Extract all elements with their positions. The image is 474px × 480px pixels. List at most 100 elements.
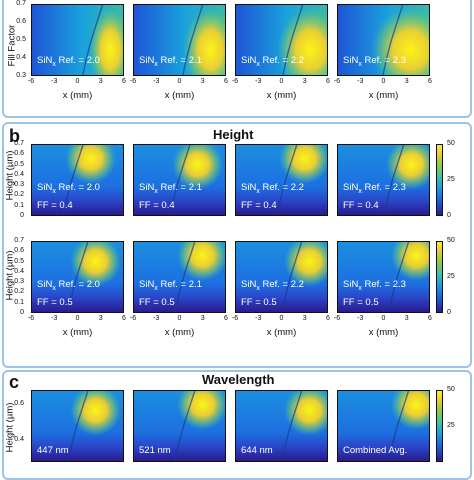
panel-b-x-tick: 0 [177, 315, 182, 322]
panel-b-ff-label: FF = 0.5 [139, 297, 175, 308]
panel-b-ref-label: SiNx Ref. = 2.1 [139, 279, 202, 292]
panel-a-x-tick: -3 [153, 78, 160, 85]
panel-b-ff-label: FF = 0.4 [37, 200, 73, 211]
panel-b-x-tick: 3 [98, 315, 103, 322]
panel-a-x-tick: 0 [381, 78, 386, 85]
panel-c-heatmap: 521 nm [133, 390, 226, 462]
panel-a-y-tick: 0.4 [16, 54, 26, 61]
panel-b-y-tick: 0.6 [14, 150, 24, 158]
panel-b-ref-label: SiNx Ref. = 2.1 [139, 182, 202, 195]
panel-b-y-tick: 0.5 [14, 160, 24, 168]
panel-a-x-tick: 0 [75, 78, 80, 85]
panel-b-ref-label: SiNx Ref. = 2.3 [343, 182, 406, 195]
panel-a-x-tick: 3 [200, 78, 205, 85]
panel-b-y-axis-label-row2: Height (µm) [4, 250, 16, 301]
panel-b-colorbar-tick: 25 [447, 273, 455, 280]
panel-a-x-tick: -6 [27, 78, 35, 85]
panel-a-heatmap: SiNx Ref. = 2.0 [31, 4, 124, 76]
panel-b-y-tick: 0.4 [14, 170, 24, 178]
panel-b-ref-label: SiNx Ref. = 2.3 [343, 279, 406, 292]
panel-b-ref-label: SiNx Ref. = 2.2 [241, 279, 304, 292]
panel-a-x-tick: 6 [428, 78, 432, 85]
panel-a-x-axis-label: x (mm) [368, 90, 399, 101]
panel-a-x-tick: -6 [333, 78, 341, 85]
panel-b-x-tick: -3 [153, 315, 160, 322]
panel-b-x-tick: 6 [428, 315, 432, 322]
panel-a-x-tick: 6 [224, 78, 228, 85]
panel-b-x-tick: 3 [302, 315, 307, 322]
panel-c-heatmap: 644 nm [235, 390, 328, 462]
panel-b-ff-label: FF = 0.4 [343, 200, 379, 211]
panel-b-x-axis-label: x (mm) [266, 327, 297, 338]
panel-b-x-tick: -6 [27, 315, 35, 322]
panel-b-colorbar-tick: 0 [447, 309, 451, 316]
panel-a-x-tick: 3 [404, 78, 409, 85]
panel-b-heatmap: SiNx Ref. = 2.2 FF = 0.5 [235, 241, 328, 313]
panel-b-colorbar-tick: 0 [447, 212, 451, 219]
panel-b-y-tick: 0.2 [14, 191, 24, 199]
panel-a-ref-label: SiNx Ref. = 2.0 [37, 55, 100, 68]
panel-b-heatmap: SiNx Ref. = 2.3 FF = 0.5 [337, 241, 430, 313]
panel-b-colorbar-tick: 50 [447, 140, 455, 147]
panel-a-y-tick: 0.7 [16, 0, 26, 7]
panel-a-x-tick: 6 [122, 78, 126, 85]
panel-b-heatmap: SiNx Ref. = 2.0 FF = 0.5 [31, 241, 124, 313]
panel-b-x-tick: 3 [404, 315, 409, 322]
panel-b-colorbar-tick: 50 [447, 237, 455, 244]
panel-b-ff-label: FF = 0.5 [343, 297, 379, 308]
panel-b-y-tick: 0.7 [14, 140, 24, 147]
panel-a-x-tick: -3 [357, 78, 364, 85]
panel-c-wavelength-label: 447 nm [37, 445, 69, 456]
panel-c-title: Wavelength [202, 372, 275, 387]
panel-b-heatmap: SiNx Ref. = 2.3 FF = 0.4 [337, 144, 430, 216]
panel-b-x-tick: -3 [51, 315, 58, 322]
panel-a-x-tick: -3 [51, 78, 58, 85]
panel-c-wavelength-label: 521 nm [139, 445, 171, 456]
panel-b-x-tick: -6 [129, 315, 137, 322]
panel-b-ref-label: SiNx Ref. = 2.2 [241, 182, 304, 195]
panel-a-x-tick: -6 [231, 78, 239, 85]
panel-c-heatmap: Combined Avg. [337, 390, 430, 462]
panel-b-heatmap: SiNx Ref. = 2.2 FF = 0.4 [235, 144, 328, 216]
panel-c-colorbar-tick: 25 [447, 422, 455, 429]
panel-a-y-tick: 0.5 [16, 36, 26, 43]
panel-c-wavelength-label: Combined Avg. [343, 445, 408, 456]
panel-b-x-tick: 6 [224, 315, 228, 322]
panel-a-x-tick: 6 [326, 78, 330, 85]
panel-b-x-axis-label: x (mm) [164, 327, 195, 338]
panel-a-x-axis-label: x (mm) [62, 90, 93, 101]
panel-b-heatmap: SiNx Ref. = 2.1 FF = 0.5 [133, 241, 226, 313]
panel-b-ff-label: FF = 0.5 [241, 297, 277, 308]
panel-b-ff-label: FF = 0.4 [139, 200, 175, 211]
panel-b-x-tick: -3 [255, 315, 262, 322]
panel-a-x-tick: 0 [279, 78, 284, 85]
panel-a-x-tick: -3 [255, 78, 262, 85]
panel-a-x-axis-label: x (mm) [164, 90, 195, 101]
panel-b-y-tick: 0.3 [14, 181, 24, 189]
panel-b-ref-label: SiNx Ref. = 2.0 [37, 279, 100, 292]
panel-c-wavelength-label: 644 nm [241, 445, 273, 456]
panel-b-x-tick: -6 [231, 315, 239, 322]
panel-b-letter: b [9, 126, 20, 146]
panel-b-x-tick: 0 [381, 315, 386, 322]
panel-b-y-tick: 0.4 [14, 267, 24, 275]
panel-b-colorbar [436, 241, 443, 313]
panel-b-x-tick: 0 [279, 315, 284, 322]
panel-a-x-axis-label: x (mm) [266, 90, 297, 101]
panel-a-x-tick: -6 [129, 78, 137, 85]
panel-a-ref-label: SiNx Ref. = 2.1 [139, 55, 202, 68]
panel-b-y-tick: 0.6 [14, 247, 24, 255]
panel-b-y-tick: 0.3 [14, 278, 24, 286]
panel-a-y-tick: 0.6 [16, 18, 26, 25]
panel-b-x-tick: 0 [75, 315, 80, 322]
panel-a-y-tick: 0.3 [16, 72, 26, 79]
panel-b-y-tick: 0.1 [14, 201, 24, 209]
panel-b-x-tick: 3 [200, 315, 205, 322]
panel-b-x-axis-label: x (mm) [62, 327, 93, 338]
panel-b-y-tick: 0 [20, 212, 24, 219]
panel-a: Fill Factor 0.7 0.6 0.5 0.4 0.3 SiNx Ref. = 2… [2, 0, 472, 118]
panel-b-heatmap: SiNx Ref. = 2.1 FF = 0.4 [133, 144, 226, 216]
panel-c-y-tick: 0.6 [14, 400, 24, 407]
panel-b-ff-label: FF = 0.5 [37, 297, 73, 308]
panel-c-letter: c [9, 372, 20, 392]
